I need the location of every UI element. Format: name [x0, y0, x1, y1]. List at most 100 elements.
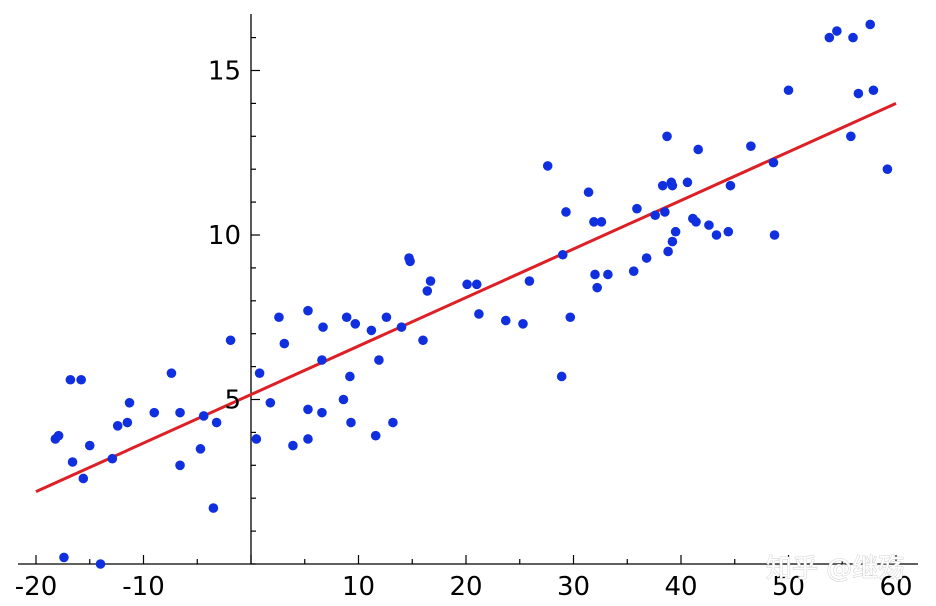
- data-point: [425, 276, 436, 286]
- data-point: [471, 279, 482, 290]
- data-point: [53, 430, 64, 441]
- regression-line: [35, 102, 897, 493]
- data-point: [691, 217, 701, 227]
- data-point: [251, 434, 262, 444]
- data-point: [350, 319, 361, 329]
- data-point: [166, 368, 177, 378]
- data-point: [175, 407, 185, 418]
- data-point: [662, 131, 672, 142]
- data-point: [603, 269, 613, 280]
- data-point: [590, 269, 600, 280]
- data-point: [175, 460, 185, 471]
- data-point: [518, 319, 528, 329]
- x-tick-label: 40: [664, 572, 697, 602]
- data-point: [556, 371, 567, 382]
- axes: [18, 14, 918, 565]
- data-point: [345, 371, 355, 382]
- data-point: [524, 276, 535, 286]
- data-point: [374, 355, 384, 365]
- data-point: [704, 220, 714, 230]
- data-point: [824, 32, 835, 43]
- data-point: [76, 374, 86, 385]
- data-point: [768, 157, 779, 168]
- data-point: [846, 131, 856, 142]
- data-point: [303, 305, 313, 316]
- data-point: [865, 19, 875, 30]
- x-tick-label: 20: [449, 572, 482, 602]
- data-point: [195, 444, 206, 454]
- data-point: [641, 253, 652, 263]
- data-point: [405, 256, 415, 267]
- data-point: [589, 217, 599, 227]
- data-point: [317, 407, 327, 418]
- data-point: [853, 88, 864, 99]
- x-tick-label: 10: [342, 572, 375, 602]
- data-point: [225, 335, 236, 346]
- data-point: [265, 397, 276, 408]
- data-point: [769, 230, 780, 240]
- data-point: [370, 430, 381, 441]
- data-point: [254, 368, 265, 378]
- y-tick-label: 5: [224, 386, 241, 416]
- data-point: [660, 207, 670, 217]
- data-point: [211, 417, 222, 428]
- data-point: [418, 335, 428, 346]
- data-point: [682, 177, 693, 188]
- data-point: [542, 161, 553, 171]
- data-point: [422, 286, 433, 296]
- data-point: [208, 503, 219, 513]
- data-point: [274, 312, 284, 323]
- data-point: [107, 453, 118, 464]
- data-point: [474, 309, 484, 319]
- data-point: [657, 180, 668, 191]
- fit-line-layer: [35, 102, 897, 493]
- x-tick-label: -20: [15, 572, 57, 602]
- y-tick-label: 10: [208, 221, 241, 251]
- points-layer: [50, 19, 893, 569]
- data-point: [561, 207, 571, 217]
- data-point: [557, 249, 568, 260]
- data-point: [124, 397, 135, 408]
- data-point: [303, 434, 313, 444]
- data-point: [122, 417, 133, 428]
- data-point: [341, 312, 352, 323]
- data-point: [338, 394, 349, 405]
- data-point: [84, 440, 95, 451]
- data-point: [500, 315, 511, 326]
- x-tick-label: 60: [879, 572, 912, 602]
- data-point: [149, 407, 160, 418]
- data-point: [632, 203, 642, 214]
- data-point: [650, 210, 660, 221]
- data-point: [667, 180, 678, 191]
- tick-labels: -20 -10 10 20 30 40 50 60 5 10 15: [15, 57, 913, 603]
- data-point: [59, 552, 69, 563]
- data-point: [396, 322, 407, 332]
- data-point: [746, 141, 756, 151]
- data-point: [832, 26, 842, 36]
- data-point: [583, 187, 594, 198]
- data-point: [288, 440, 298, 451]
- data-point: [882, 164, 893, 174]
- data-point: [868, 85, 879, 96]
- data-point: [667, 236, 678, 247]
- x-tick-label: 50: [772, 572, 805, 602]
- data-point: [303, 404, 313, 415]
- data-point: [628, 266, 639, 276]
- data-point: [592, 282, 602, 293]
- watermark-text: 知乎 @继殇: [766, 554, 904, 584]
- x-tick-label: -10: [122, 572, 164, 602]
- data-point: [711, 230, 722, 240]
- data-point: [381, 312, 392, 323]
- data-point: [65, 374, 76, 385]
- data-point: [596, 217, 607, 227]
- data-point: [462, 279, 472, 290]
- data-point: [67, 457, 78, 467]
- data-point: [366, 325, 377, 336]
- y-tick-label: 15: [208, 57, 241, 87]
- data-point: [279, 338, 290, 349]
- data-point: [725, 180, 736, 191]
- data-point: [317, 355, 327, 365]
- data-point: [670, 226, 681, 237]
